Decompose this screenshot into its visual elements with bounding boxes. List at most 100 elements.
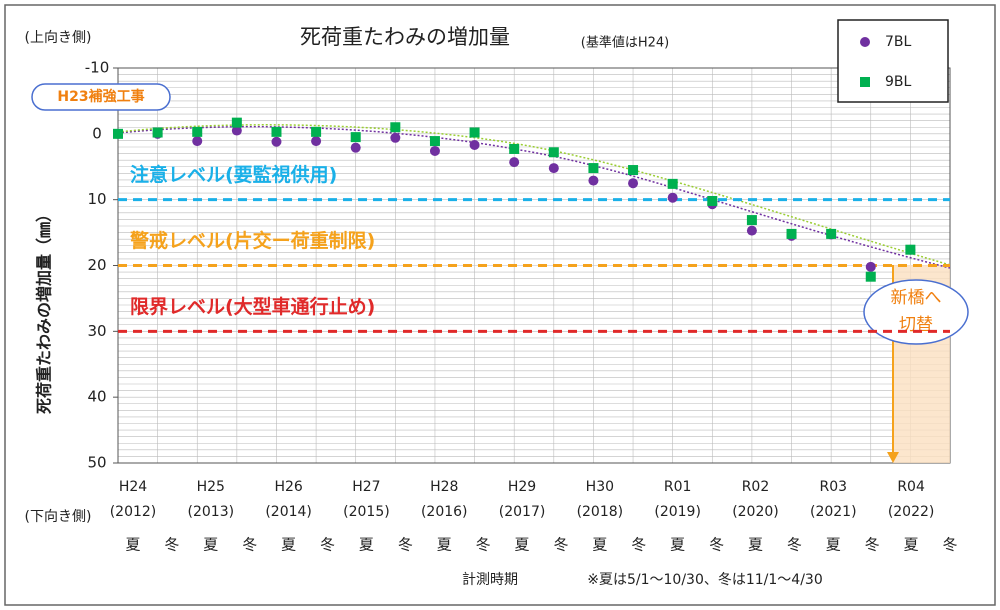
year-sub-label: (2018) [577, 504, 624, 520]
point [628, 165, 639, 176]
legend-label: 7BL [885, 34, 912, 50]
point [826, 228, 837, 239]
y-tick-label: -10 [85, 59, 110, 77]
subtitle: (基準値はH24) [581, 35, 669, 51]
annotation: H23補強工事 [57, 88, 144, 105]
point [548, 147, 559, 158]
x-tick-label: 冬 [398, 536, 413, 554]
point [192, 126, 203, 137]
bottom-side-label: (下向き側) [25, 509, 92, 525]
x-tick-label: 夏 [904, 536, 919, 554]
x-tick-label: 夏 [748, 536, 763, 554]
legend [837, 19, 949, 103]
point [865, 271, 876, 282]
year-sub-label: (2019) [654, 504, 701, 520]
x-tick-label: 冬 [787, 536, 802, 554]
point [865, 261, 876, 272]
year-sub-label: (2014) [265, 504, 312, 520]
point [152, 127, 163, 138]
x-tick-label: 冬 [242, 536, 257, 554]
year-sub-label: (2021) [810, 504, 857, 520]
point [390, 122, 401, 133]
year-label: H27 [352, 479, 380, 495]
x-tick-label: 夏 [592, 536, 607, 554]
year-label: H28 [430, 479, 458, 495]
point [113, 128, 123, 139]
x-tick-label: 冬 [476, 536, 491, 554]
x-tick-label: 夏 [515, 536, 530, 554]
x-tick-label: 夏 [437, 536, 452, 554]
y-tick-label: 40 [87, 388, 106, 406]
point [667, 192, 678, 203]
top-side-label: (上向き側) [25, 30, 92, 46]
y-tick-label: 50 [87, 454, 106, 472]
chart-title: 死荷重たわみの増加量 [300, 25, 510, 49]
y-axis-label: 死荷重たわみの増加量（㎜） [35, 206, 54, 414]
point [350, 142, 361, 153]
year-sub-label: (2013) [188, 504, 235, 520]
point [350, 132, 361, 143]
point [548, 163, 559, 174]
point [311, 136, 322, 147]
y-tick-label: 20 [87, 256, 106, 274]
year-label: R04 [897, 479, 925, 495]
year-label: R02 [742, 479, 770, 495]
x-tick-label: 夏 [359, 536, 374, 554]
year-sub-label: (2022) [888, 504, 935, 520]
point [746, 215, 757, 226]
year-label: H29 [508, 479, 536, 495]
year-label: R03 [820, 479, 848, 495]
point [231, 125, 242, 136]
year-label: H24 [119, 479, 147, 495]
point [469, 140, 480, 151]
point [707, 195, 718, 206]
x-tick-label: 夏 [203, 536, 218, 554]
point [588, 175, 599, 186]
annotation: 新橋へ [891, 288, 942, 308]
x-tick-label: 冬 [553, 536, 568, 554]
point [192, 136, 203, 147]
x-tick-label: 冬 [709, 536, 724, 554]
x-tick-label: 冬 [164, 536, 179, 554]
point [271, 136, 282, 147]
year-sub-label: (2020) [732, 504, 779, 520]
x-tick-label: 冬 [865, 536, 880, 554]
legend-marker [860, 37, 870, 47]
y-tick-label: 0 [92, 124, 102, 142]
callout [31, 83, 171, 111]
arrow-head [887, 452, 899, 463]
reference-label: 注意レベル(要監視供用) [130, 163, 337, 186]
point [271, 126, 282, 137]
point [390, 132, 401, 143]
x-tick-label: 夏 [670, 536, 685, 554]
point [311, 126, 322, 137]
point [429, 145, 440, 156]
point [509, 157, 520, 168]
legend-label: 9BL [885, 74, 912, 90]
year-label: H30 [586, 479, 614, 495]
year-sub-label: (2015) [343, 504, 390, 520]
note: ※夏は5/1～10/30、冬は11/1～4/30 [587, 572, 822, 588]
x-tick-label: 冬 [320, 536, 335, 554]
point [628, 178, 639, 189]
point [905, 244, 916, 255]
callout [863, 279, 969, 345]
year-label: H25 [197, 479, 225, 495]
point [746, 225, 757, 236]
point [786, 228, 797, 239]
x-tick-label: 夏 [281, 536, 296, 554]
year-label: R01 [664, 479, 692, 495]
y-tick-label: 10 [87, 190, 106, 208]
year-sub-label: (2017) [499, 504, 546, 520]
year-label: H26 [274, 479, 302, 495]
point [588, 163, 599, 174]
trend-7bl [117, 125, 951, 269]
x-tick-label: 冬 [631, 536, 646, 554]
reference-label: 警戒レベル(片交ー荷重制限) [130, 229, 375, 252]
x-axis-label: 計測時期 [462, 572, 518, 588]
annotation: 切替 [899, 315, 933, 335]
point [231, 117, 242, 128]
x-tick-label: 冬 [942, 536, 957, 554]
legend-marker [860, 77, 870, 87]
